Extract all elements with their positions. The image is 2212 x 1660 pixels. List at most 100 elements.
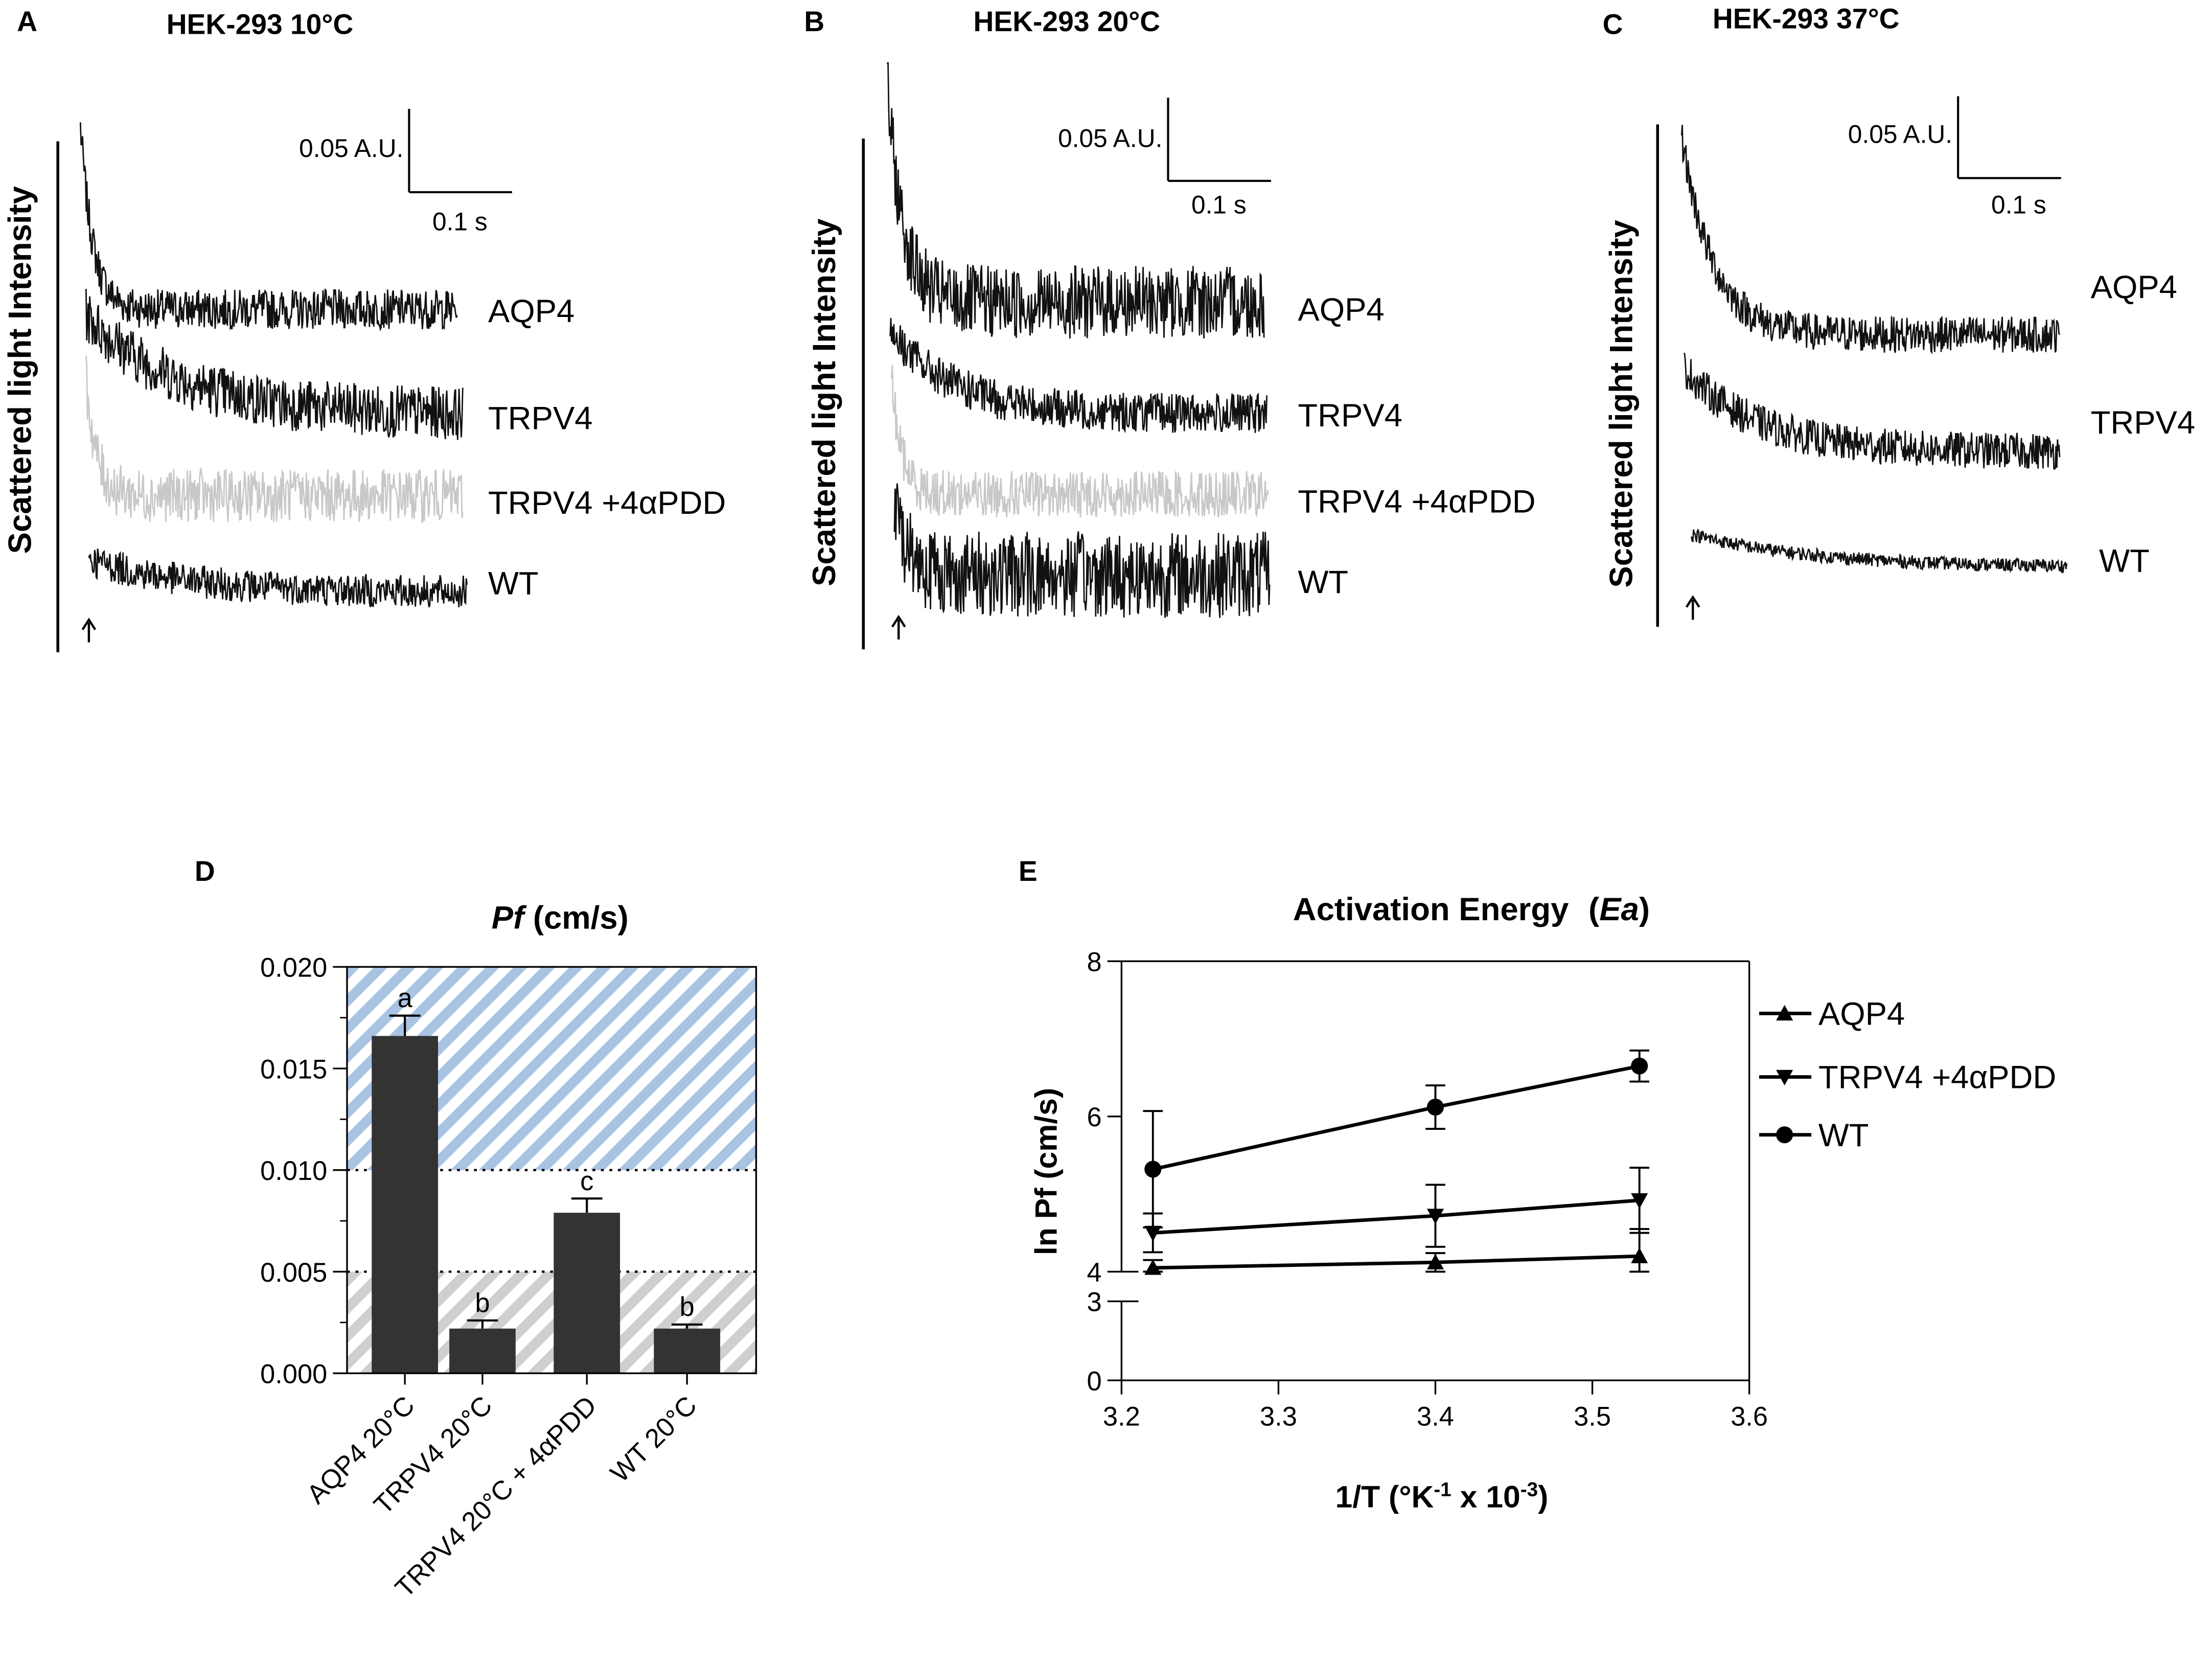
panel-c-title: HEK-293 37°C	[1713, 3, 1900, 35]
trace-label-trpv4: TRPV4	[488, 401, 593, 437]
significance-letter-2: c	[580, 1167, 593, 1196]
legend-marker	[1776, 1005, 1793, 1021]
bars: a b c b	[372, 984, 721, 1374]
trace-aqp4	[1680, 125, 2061, 355]
xlabel-sup1: -1	[1434, 1479, 1451, 1500]
plot-frame	[346, 966, 757, 1374]
panel-e: E Activation Energy (Ea) 4 6 8 0 3 3.2 3.3 3.4 3.…	[1019, 855, 2056, 1514]
y-tick-label: 8	[1087, 948, 1102, 977]
panel-c-label: C	[1603, 9, 1623, 40]
panel-a-label: A	[17, 6, 37, 37]
legend-marker	[1776, 1126, 1793, 1144]
y-tick-label: 0.020	[260, 953, 327, 983]
trace-wt	[88, 548, 468, 608]
panel-a-ylabel: Scattered light Intensity	[3, 186, 38, 554]
panel-e-xlabel: 1/T (°K-1 x 10-3)	[1335, 1479, 1548, 1514]
y-tick-label: 3	[1087, 1288, 1102, 1317]
panel-d-title-rest: (cm/s)	[524, 900, 629, 936]
panel-e-title-paren-open: (	[1588, 892, 1600, 927]
data-point	[1144, 1161, 1162, 1178]
trace-label-aqp4: AQP4	[488, 293, 574, 329]
panel-e-ylabel: ln Pf (cm/s)	[1028, 1088, 1063, 1255]
trace-label-wt: WT	[2099, 543, 2150, 579]
panel-e-title-italic: Ea	[1599, 892, 1639, 927]
scale-bar-y-label: 0.05 A.U.	[1058, 124, 1162, 153]
trace-aqp4	[79, 122, 458, 332]
y-tick-label: 4	[1087, 1258, 1102, 1288]
panel-b: B HEK-293 20°C Scattered light Intensity…	[804, 6, 1536, 650]
x-tick-label: 3.3	[1260, 1402, 1297, 1431]
trace-wt	[1691, 528, 2068, 574]
legend-entry-0: AQP4	[1759, 996, 1905, 1032]
y-tick-label: 0.005	[260, 1258, 327, 1288]
x-tick-label-2: TRPV4 20°C + 4αPDD	[390, 1391, 603, 1603]
xlabel-part1: 1/T (°K	[1335, 1479, 1434, 1514]
data-point	[1426, 1209, 1444, 1224]
series-line	[1153, 1064, 1640, 1171]
trace-label-trpv4-4apdd: TRPV4 +4αPDD	[1298, 484, 1535, 519]
stimulus-arrow	[891, 615, 906, 640]
legend-label: TRPV4 +4αPDD	[1818, 1060, 2056, 1096]
bar-1	[449, 1328, 516, 1374]
panel-b-scale-bar: 0.05 A.U. 0.1 s	[1058, 97, 1271, 219]
x-tick-label-3: WT 20°C	[605, 1391, 703, 1488]
panel-e-title: Activation Energy (Ea)	[1293, 892, 1650, 927]
y-tick-label: 6	[1087, 1103, 1102, 1132]
x-tick-label: 3.5	[1574, 1402, 1611, 1431]
data-point	[1144, 1225, 1162, 1242]
trace-label-aqp4: AQP4	[2091, 269, 2177, 305]
panel-a: A HEK-293 10°C Scattered light Intensity…	[3, 6, 726, 652]
y-tick-label: 0	[1087, 1367, 1102, 1396]
significance-letter-0: a	[398, 984, 413, 1013]
x-tick-label: 3.6	[1731, 1402, 1768, 1431]
bar-2	[554, 1213, 620, 1374]
panel-c-ylabel: Scattered light Intensity	[1604, 220, 1640, 587]
legend-entry-2: WT	[1759, 1118, 1869, 1153]
xlabel-part2: x 10	[1451, 1479, 1520, 1514]
data-point	[1631, 1057, 1648, 1075]
trace-trpv4	[889, 318, 1268, 434]
legend-entry-1: TRPV4 +4αPDD	[1759, 1060, 2056, 1096]
trace-label-trpv4: TRPV4	[2091, 405, 2196, 441]
series-0	[1143, 1228, 1650, 1275]
y-tick-label: 0.010	[260, 1156, 327, 1186]
series-2	[1143, 1049, 1650, 1229]
trace-label-wt: WT	[488, 566, 539, 602]
scale-bar-y-label: 0.05 A.U.	[299, 134, 403, 163]
trace-trpv4-4apdd	[891, 365, 1269, 518]
panel-b-ylabel: Scattered light Intensity	[807, 218, 842, 586]
data-point	[1631, 1247, 1648, 1263]
panel-d-title-italic: Pf	[492, 900, 527, 936]
panel-b-label: B	[804, 6, 824, 37]
trace-label-aqp4: AQP4	[1298, 292, 1384, 328]
significance-letter-1: b	[475, 1288, 490, 1318]
trace-wt	[893, 483, 1271, 618]
trace-trpv4-4apdd	[85, 355, 464, 524]
legend-label: AQP4	[1818, 996, 1905, 1032]
series	[1143, 1049, 1650, 1275]
legend-label: WT	[1818, 1118, 1869, 1153]
trace-trpv4	[85, 288, 464, 440]
panel-c: C HEK-293 37°C Scattered light Intensity…	[1603, 3, 2196, 627]
scale-bar-x-label: 0.1 s	[1191, 190, 1247, 219]
scale-bar-y-label: 0.05 A.U.	[1848, 120, 1952, 148]
stimulus-arrow	[81, 618, 97, 643]
data-point	[1426, 1099, 1444, 1116]
scale-bar-x-label: 0.1 s	[1991, 190, 2046, 219]
panel-a-scale-bar: 0.05 A.U. 0.1 s	[299, 109, 512, 236]
data-point	[1426, 1254, 1444, 1270]
trace-label-trpv4: TRPV4	[1298, 398, 1402, 434]
panel-b-title: HEK-293 20°C	[974, 6, 1161, 37]
scale-bar-x-label: 0.1 s	[432, 207, 488, 236]
legend: AQP4 TRPV4 +4αPDD WT	[1759, 996, 2056, 1153]
x-tick-label: 3.2	[1103, 1402, 1140, 1431]
y-tick-label: 0.015	[260, 1055, 327, 1084]
panel-c-scale-bar: 0.05 A.U. 0.1 s	[1848, 96, 2061, 219]
panel-e-title-paren-close: )	[1639, 892, 1650, 927]
panel-d-label: D	[195, 855, 215, 887]
y-ticks: 0.000 0.005 0.010 0.015 0.020	[260, 953, 348, 1390]
xlabel-sup2: -3	[1520, 1479, 1538, 1500]
